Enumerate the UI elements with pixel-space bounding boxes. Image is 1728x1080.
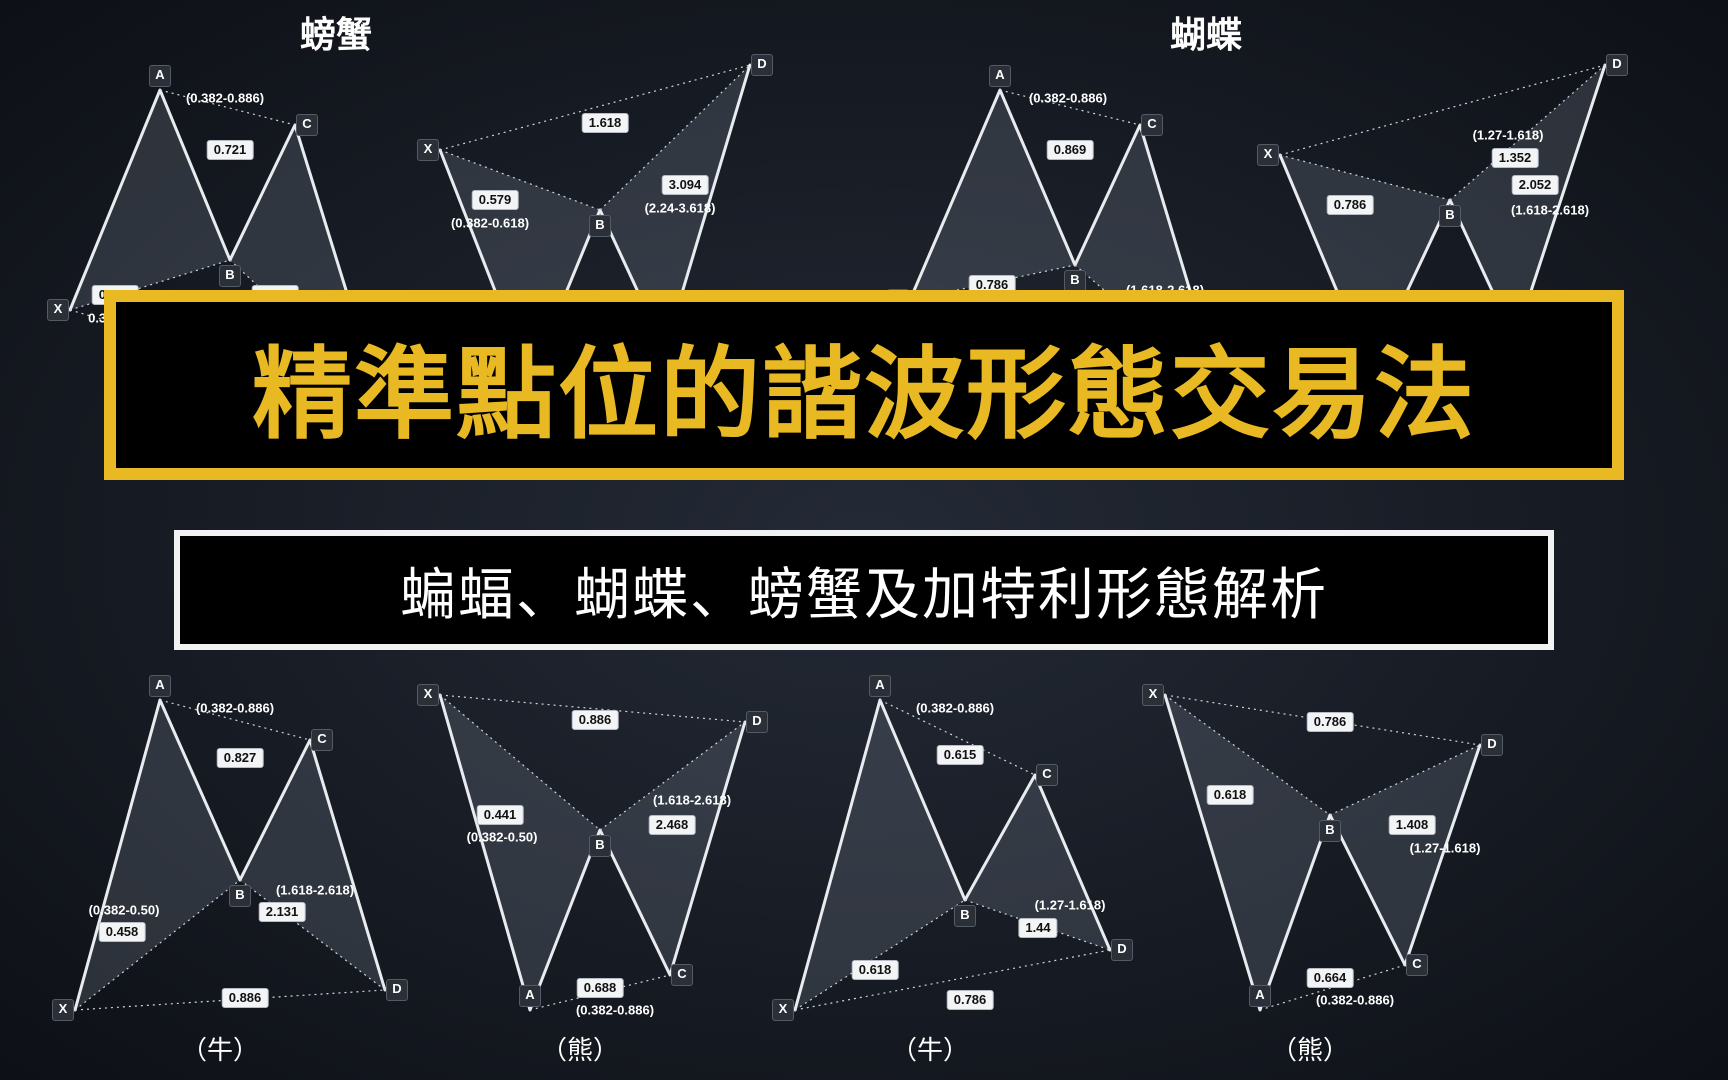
- value-label: 0.721: [207, 140, 254, 160]
- point-label-X: X: [417, 684, 439, 706]
- point-label-X: X: [417, 139, 439, 161]
- point-label-D: D: [1606, 54, 1628, 76]
- point-label-X: X: [47, 299, 69, 321]
- point-label-C: C: [296, 114, 318, 136]
- value-label: 0.827: [217, 748, 264, 768]
- range-label: (0.382-0.618): [451, 216, 529, 231]
- value-label: 0.441: [477, 805, 524, 825]
- value-label: 0.664: [1307, 968, 1354, 988]
- point-label-D: D: [386, 979, 408, 1001]
- point-label-D: D: [1481, 734, 1503, 756]
- pattern-bat-bear: XABCD0.4410.8862.4680.688(0.382-0.50)(1.…: [420, 680, 760, 1020]
- value-label: 2.131: [259, 902, 306, 922]
- range-label: (0.382-0.886): [916, 701, 994, 716]
- point-label-A: A: [1249, 985, 1271, 1007]
- point-label-X: X: [772, 999, 794, 1021]
- subtitle-text: 蝙蝠、蝴蝶、螃蟹及加特利形態解析: [400, 550, 1328, 631]
- point-label-A: A: [869, 675, 891, 697]
- point-label-X: X: [1142, 684, 1164, 706]
- point-label-X: X: [52, 999, 74, 1021]
- value-label: 0.869: [1047, 140, 1094, 160]
- point-label-D: D: [1111, 939, 1133, 961]
- value-label: 0.618: [1207, 785, 1254, 805]
- point-label-A: A: [519, 985, 541, 1007]
- category-title-butterfly: 蝴蝶: [1170, 6, 1242, 58]
- value-label: 0.688: [577, 978, 624, 998]
- value-label: 0.786: [947, 990, 994, 1010]
- range-label: (1.618-2.618): [276, 883, 354, 898]
- value-label: 0.579: [472, 190, 519, 210]
- pattern-gartley-bull: XABCD0.6150.6181.440.786(0.382-0.886)(1.…: [780, 680, 1120, 1020]
- range-label: (0.382-0.886): [1316, 993, 1394, 1008]
- point-label-B: B: [954, 905, 976, 927]
- range-label: (1.27-1.618): [1473, 128, 1544, 143]
- range-label: (0.382-0.886): [576, 1003, 654, 1018]
- value-label: 2.468: [649, 815, 696, 835]
- point-label-D: D: [751, 54, 773, 76]
- subtitle-box: 蝙蝠、蝴蝶、螃蟹及加特利形態解析: [174, 530, 1554, 650]
- point-label-A: A: [149, 65, 171, 87]
- title-box: 精準點位的諧波形態交易法: [104, 290, 1624, 480]
- range-label: (0.382-0.886): [186, 91, 264, 106]
- value-label: 3.094: [662, 175, 709, 195]
- pattern-svg: [60, 680, 400, 1020]
- value-label: 1.618: [582, 113, 629, 133]
- footer-label-bull-2: （牛）: [891, 1030, 969, 1067]
- range-label: (1.27-1.618): [1410, 841, 1481, 856]
- value-label: 0.786: [1307, 712, 1354, 732]
- point-label-A: A: [149, 675, 171, 697]
- value-label: 0.886: [572, 710, 619, 730]
- pattern-gartley-bear: XABCD0.6180.7861.4080.664(1.27-1.618)(0.…: [1150, 680, 1490, 1020]
- value-label: 0.886: [222, 988, 269, 1008]
- point-label-C: C: [671, 964, 693, 986]
- value-label: 2.052: [1512, 175, 1559, 195]
- point-label-D: D: [746, 711, 768, 733]
- range-label: (1.618-2.618): [653, 793, 731, 808]
- point-label-C: C: [1036, 764, 1058, 786]
- point-label-B: B: [229, 885, 251, 907]
- value-label: 0.615: [937, 745, 984, 765]
- point-label-A: A: [989, 65, 1011, 87]
- pattern-bat-bull: XABCD0.8270.4582.1310.886(0.382-0.886)(0…: [60, 680, 400, 1020]
- point-label-X: X: [1257, 144, 1279, 166]
- title-text: 精準點位的諧波形態交易法: [252, 313, 1476, 458]
- point-label-B: B: [1319, 820, 1341, 842]
- stage: 螃蟹 蝴蝶 XABCD0.5930.7213.395(0.382-0.886)0…: [0, 0, 1728, 1080]
- range-label: (1.27-1.618): [1035, 898, 1106, 913]
- point-label-B: B: [589, 215, 611, 237]
- point-label-B: B: [219, 265, 241, 287]
- footer-label-bear-1: （熊）: [541, 1030, 619, 1067]
- range-label: (2.24-3.618): [645, 201, 716, 216]
- value-label: 0.786: [1327, 195, 1374, 215]
- range-label: (0.382-0.50): [467, 830, 538, 845]
- pattern-svg: [780, 680, 1120, 1020]
- footer-label-bear-2: （熊）: [1271, 1030, 1349, 1067]
- value-label: 1.44: [1018, 918, 1057, 938]
- value-label: 1.408: [1389, 815, 1436, 835]
- value-label: 0.458: [99, 922, 146, 942]
- range-label: (0.382-0.886): [196, 701, 274, 716]
- category-title-crab: 螃蟹: [300, 6, 372, 58]
- footer-label-bull-1: （牛）: [181, 1030, 259, 1067]
- point-label-B: B: [1064, 270, 1086, 292]
- range-label: (0.382-0.50): [89, 903, 160, 918]
- point-label-C: C: [311, 729, 333, 751]
- point-label-B: B: [589, 835, 611, 857]
- point-label-B: B: [1439, 205, 1461, 227]
- point-label-C: C: [1406, 954, 1428, 976]
- range-label: (1.618-2.618): [1511, 203, 1589, 218]
- value-label: 1.352: [1492, 148, 1539, 168]
- range-label: (0.382-0.886): [1029, 91, 1107, 106]
- value-label: 0.618: [852, 960, 899, 980]
- point-label-C: C: [1141, 114, 1163, 136]
